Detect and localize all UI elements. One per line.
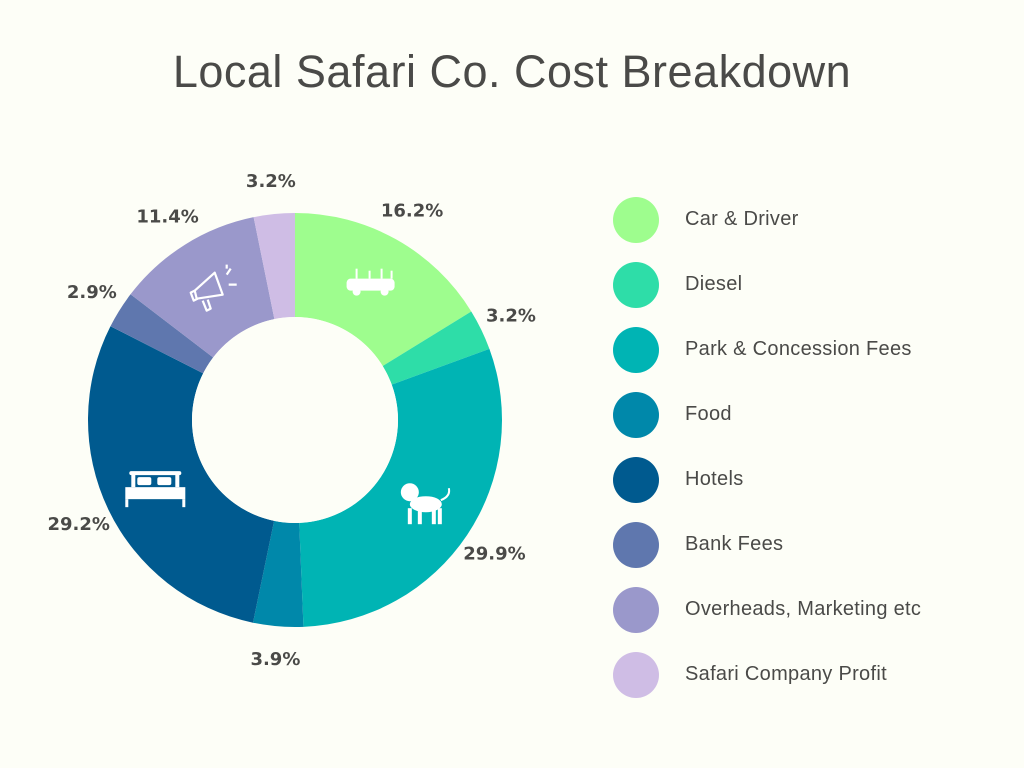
legend-swatch: [613, 391, 659, 438]
car-icon: [346, 268, 395, 296]
legend-item: Diesel: [613, 252, 921, 317]
legend-swatch: [613, 651, 659, 698]
megaphone-icon: [189, 264, 237, 312]
legend-label: Park & Concession Fees: [685, 338, 912, 360]
donut-slice-hotels: [88, 326, 275, 623]
legend-item: Overheads, Marketing etc: [613, 577, 921, 642]
donut-slice-safari-company-profit: [253, 213, 295, 320]
legend-swatch: [613, 196, 659, 243]
donut-slice-overheads-marketing-etc: [130, 217, 275, 358]
slice-percent-label: 3.2%: [486, 305, 536, 326]
donut-hole: [192, 317, 398, 523]
slice-percent-label: 2.9%: [67, 282, 117, 303]
legend-item: Bank Fees: [613, 512, 921, 577]
legend-item: Safari Company Profit: [613, 642, 921, 707]
donut-slice-bank-fees: [110, 294, 214, 374]
legend-item: Hotels: [613, 447, 921, 512]
legend-label: Food: [685, 403, 732, 425]
legend-item: Food: [613, 382, 921, 447]
donut-chart: 16.2% 3.2% 29.9% 3.9% 29.2% 2.9% 11.4% 3.2%: [47, 171, 536, 670]
legend-label: Safari Company Profit: [685, 663, 887, 685]
slice-percent-label: 3.9%: [250, 649, 300, 670]
legend-item: Park & Concession Fees: [613, 317, 921, 382]
slice-percent-label: 3.2%: [246, 171, 296, 192]
legend: Car & Driver Diesel Park & Concession Fees…: [613, 187, 921, 707]
legend-label: Hotels: [685, 468, 744, 490]
slice-percent-label: 16.2%: [381, 200, 443, 221]
donut-slice-food: [252, 520, 304, 627]
slice-percent-label: 11.4%: [136, 207, 198, 228]
legend-label: Bank Fees: [685, 533, 784, 555]
legend-swatch: [613, 326, 659, 373]
legend-item: Car & Driver: [613, 187, 921, 252]
slice-percent-label: 29.9%: [463, 543, 525, 564]
bed-icon: [125, 471, 186, 508]
slice-percent-label: 29.2%: [47, 514, 109, 535]
legend-label: Overheads, Marketing etc: [685, 598, 922, 620]
legend-label: Car & Driver: [685, 208, 799, 230]
legend-swatch: [613, 261, 659, 308]
legend-swatch: [613, 456, 659, 503]
donut-slice-diesel: [382, 311, 490, 385]
chart-title: Local Safari Co. Cost Breakdown: [172, 46, 852, 97]
donut-slice-park-concession-fees: [299, 348, 502, 627]
legend-label: Diesel: [685, 273, 743, 295]
legend-swatch: [613, 586, 659, 633]
legend-swatch: [613, 521, 659, 568]
lion-icon: [400, 483, 451, 525]
